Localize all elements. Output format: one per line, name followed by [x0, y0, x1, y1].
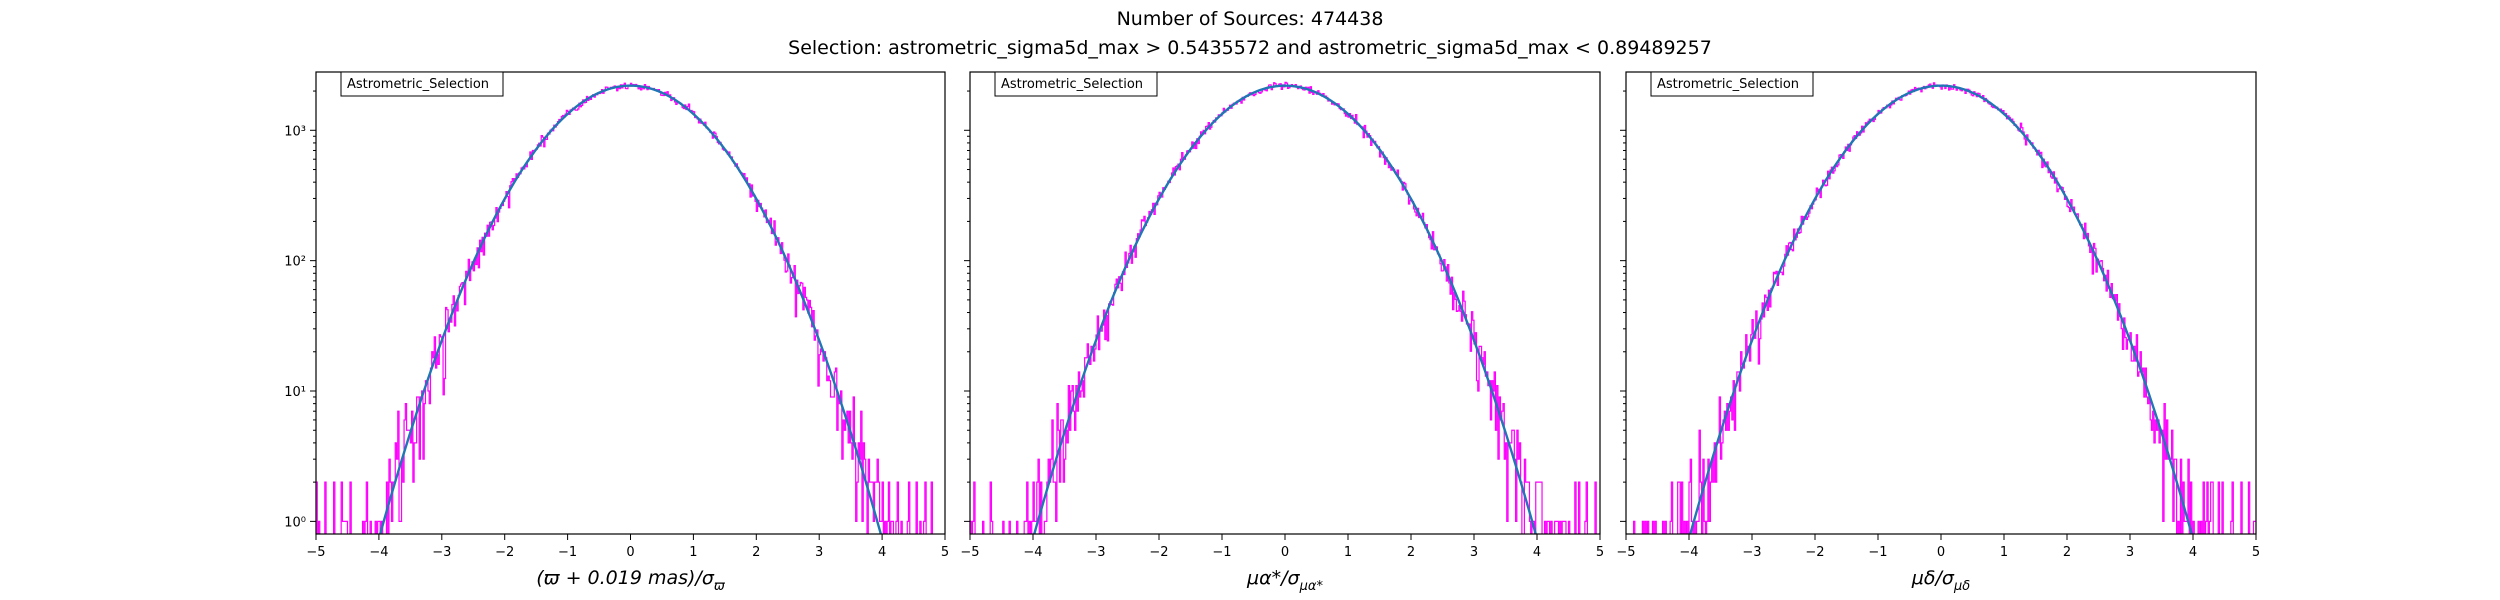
- figure-title-line2: Selection: astrometric_sigma5d_max > 0.5…: [788, 37, 1712, 59]
- plot-area: [1632, 82, 2256, 534]
- x-tick-label: 4: [1533, 545, 1541, 560]
- x-tick-label: −2: [1149, 545, 1168, 560]
- x-axis-label: μα*/σμα*: [1246, 567, 1323, 594]
- x-tick-label: 3: [1470, 545, 1478, 560]
- x-axis-label-subscript: μδ: [1953, 579, 1970, 594]
- x-tick-label: 2: [2063, 545, 2071, 560]
- panel-parallax: −5 −4 −3 −2 −1 0 1 2 3 4 5 10⁰ 10¹ 10² 10³ Astrometric_…: [284, 71, 949, 594]
- gaussian-fit-line: [1689, 84, 2193, 534]
- x-tick-label: −4: [1679, 545, 1698, 560]
- x-tick-label: −1: [1212, 545, 1231, 560]
- x-axis-label-main: (ϖ + 0.019 mas)/σ: [536, 567, 715, 589]
- x-tick-label: 4: [2189, 545, 2197, 560]
- panels: −5 −4 −3 −2 −1 0 1 2 3 4 5 10⁰ 10¹ 10² 10³ Astrometric_…: [284, 71, 2260, 594]
- y-tick-label: 10²: [284, 255, 306, 270]
- x-tick-label: −3: [1086, 545, 1105, 560]
- x-axis-label-subscript: ϖ: [714, 579, 726, 594]
- x-tick-label: 0: [626, 545, 634, 560]
- axes-frame: [1625, 71, 2257, 535]
- x-tick-label: 5: [2252, 545, 2260, 560]
- x-axis-label-main: μα*/σ: [1246, 567, 1301, 589]
- x-tick-label: 5: [1596, 545, 1604, 560]
- legend-box: [994, 71, 1158, 97]
- x-tick-label: −3: [1742, 545, 1761, 560]
- plot-area: [970, 81, 1597, 534]
- y-tick-label: 10⁰: [284, 515, 306, 530]
- axes-frame: [315, 71, 946, 535]
- x-tick-label: −5: [960, 545, 979, 560]
- x-tick-label: −3: [432, 545, 451, 560]
- x-axis-label-subscript: μα*: [1299, 579, 1324, 594]
- gaussian-fit-line: [1033, 84, 1537, 534]
- legend-label: Astrometric_Selection: [1657, 77, 1799, 92]
- x-tick-label: 0: [1937, 545, 1945, 560]
- y-tick-label: 10¹: [284, 385, 306, 400]
- legend-label: Astrometric_Selection: [1001, 77, 1143, 92]
- x-tick-label: −5: [1616, 545, 1635, 560]
- x-tick-label: −5: [306, 545, 325, 560]
- x-tick-label: 2: [1407, 545, 1415, 560]
- x-tick-label: −2: [495, 545, 514, 560]
- panel-pmra: −5 −4 −3 −2 −1 0 1 2 3 4 5 Astrometric_Selection μα*…: [960, 71, 1604, 594]
- x-axis-label: μδ/σμδ: [1911, 567, 1970, 594]
- figure-title-line1: Number of Sources: 474438: [1117, 8, 1384, 30]
- x-tick-label: −2: [1805, 545, 1824, 560]
- legend-box: [1650, 71, 1814, 97]
- x-tick-label: 5: [941, 545, 949, 560]
- x-axis-label: (ϖ + 0.019 mas)/σϖ: [536, 567, 726, 594]
- x-tick-label: 3: [2126, 545, 2134, 560]
- x-tick-label: 3: [815, 545, 823, 560]
- histogram-series: [970, 81, 1597, 534]
- gaussian-fit-line: [378, 84, 883, 534]
- x-axis-label-main: μδ/σ: [1911, 567, 1955, 589]
- x-tick-label: 1: [2000, 545, 2008, 560]
- x-tick-label: −4: [369, 545, 388, 560]
- histogram-series: [1632, 82, 2256, 534]
- x-tick-label: 0: [1281, 545, 1289, 560]
- y-tick-label: 10³: [284, 124, 306, 139]
- histogram-series: [316, 82, 934, 534]
- x-tick-label: 1: [1344, 545, 1352, 560]
- x-tick-label: 4: [878, 545, 886, 560]
- x-tick-label: −1: [558, 545, 577, 560]
- x-tick-label: −1: [1868, 545, 1887, 560]
- x-tick-label: −4: [1023, 545, 1042, 560]
- panel-pmdec: −5 −4 −3 −2 −1 0 1 2 3 4 5 Astrometric_Selection μδ/…: [1616, 71, 2260, 594]
- x-tick-label: 2: [752, 545, 760, 560]
- legend-box: [340, 71, 504, 97]
- x-tick-label: 1: [689, 545, 697, 560]
- plot-area: [316, 82, 934, 534]
- legend-label: Astrometric_Selection: [347, 77, 489, 92]
